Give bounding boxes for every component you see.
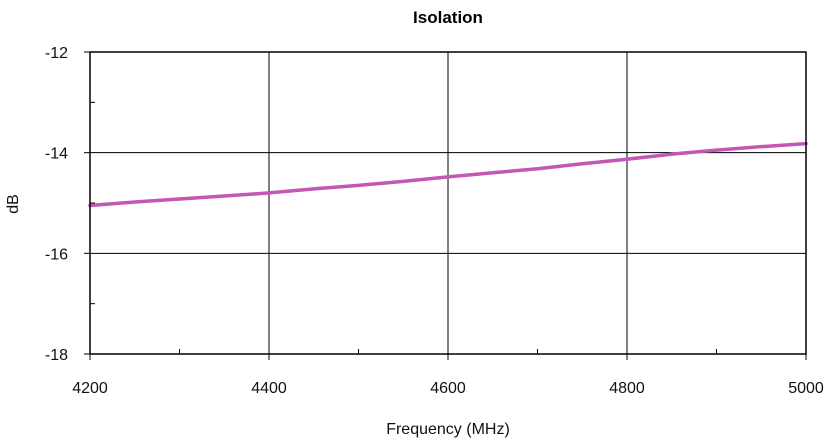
isolation-series-line — [88, 141, 808, 208]
grid-lines — [90, 52, 806, 354]
y-tick-label: -14 — [45, 146, 68, 163]
y-tick-label: -16 — [45, 246, 68, 263]
x-tick-label: 5000 — [788, 380, 824, 397]
x-tick-label: 4600 — [430, 380, 466, 397]
y-tick-label: -12 — [45, 45, 68, 62]
x-tick-labels: 4200 4400 4600 4800 5000 — [72, 380, 824, 397]
chart-title: Isolation — [413, 8, 483, 27]
y-axis-label: dB — [5, 194, 22, 214]
y-tick-labels: -12 -14 -16 -18 — [45, 45, 68, 364]
x-axis-label: Frequency (MHz) — [386, 421, 510, 438]
x-tick-label: 4800 — [609, 380, 645, 397]
series-layer — [88, 141, 808, 208]
x-tick-label: 4400 — [251, 380, 287, 397]
x-tick-label: 4200 — [72, 380, 108, 397]
tick-marks — [84, 51, 807, 360]
y-tick-label: -18 — [45, 347, 68, 364]
